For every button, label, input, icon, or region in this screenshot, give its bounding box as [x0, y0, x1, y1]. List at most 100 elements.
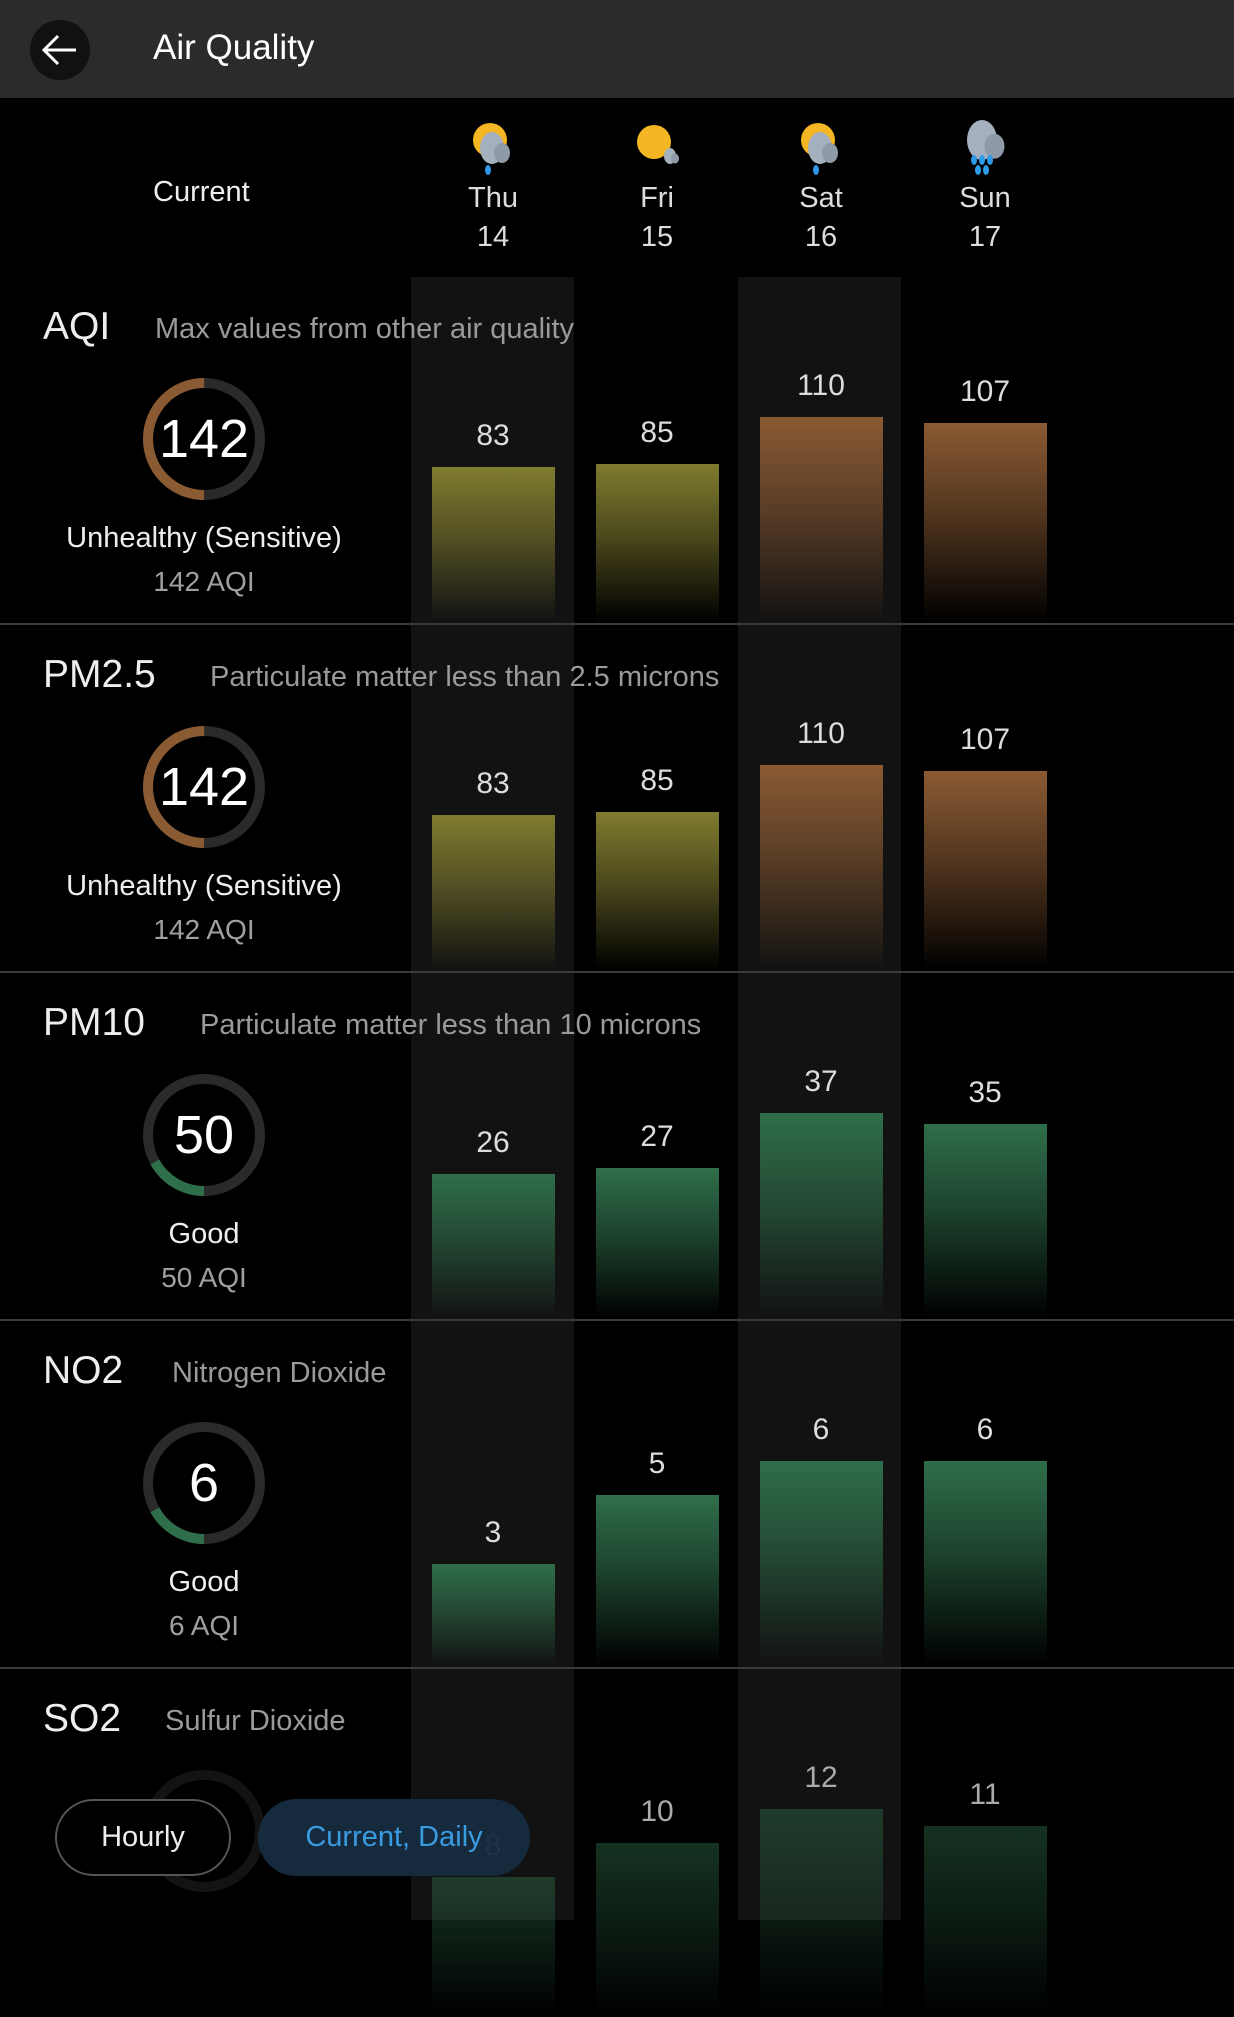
pollutant-description: Sulfur Dioxide	[165, 1705, 346, 1737]
bar-sun	[924, 422, 1047, 622]
current-aqi: 50 AQI	[161, 1262, 247, 1293]
bar-fri	[596, 1495, 719, 1666]
bar-sat	[760, 417, 883, 622]
day-date: 16	[804, 221, 838, 253]
current-value: 6	[188, 1453, 220, 1513]
bar-value: 83	[476, 767, 510, 801]
bar-value: 107	[959, 374, 1011, 408]
arrow-left-icon	[41, 34, 76, 66]
bar-thu	[432, 1877, 555, 2014]
section-divider	[0, 971, 1234, 973]
day-column-header: Sat 16	[751, 118, 891, 254]
bar-value: 85	[640, 415, 674, 449]
day-name: Sun	[959, 182, 1011, 214]
current-column-label: Current	[153, 176, 250, 208]
bar-value: 3	[484, 1515, 502, 1549]
bar-value: 5	[648, 1447, 666, 1481]
current-status: Good	[168, 1566, 240, 1598]
bar-value: 110	[797, 369, 845, 402]
app-bar: Air Quality	[0, 0, 1234, 98]
day-name: Fri	[640, 182, 674, 214]
bar-value: 12	[804, 1761, 838, 1794]
bar-sat	[760, 1113, 883, 1318]
bar-sun	[924, 770, 1047, 970]
partly-sunny-rain-icon	[473, 123, 510, 175]
pollutant-name: PM10	[43, 1001, 145, 1044]
bar-value: 37	[804, 1065, 838, 1098]
bar-value: 107	[959, 722, 1011, 756]
bar-value: 6	[976, 1413, 994, 1446]
day-name: Sat	[799, 182, 843, 214]
pollutant-name: AQI	[43, 305, 111, 348]
day-column-header: Sun 17	[915, 118, 1055, 254]
bar-fri	[596, 1843, 719, 2014]
current-value-ring	[143, 378, 265, 500]
current-aqi: 142 AQI	[153, 566, 255, 597]
bar-sat	[760, 1809, 883, 2014]
bar-value: 10	[640, 1795, 674, 1829]
pollutant-description: Particulate matter less than 2.5 microns	[210, 661, 720, 693]
day-date: 17	[968, 221, 1002, 253]
current-status: Good	[168, 1218, 240, 1250]
ring-fill	[143, 1422, 265, 1544]
bar-thu	[432, 1563, 555, 1666]
bar-fri	[596, 811, 719, 970]
ring-fill	[143, 726, 265, 848]
pollutant-section-pm25: PM2.5 Particulate matter less than 2.5 m…	[0, 625, 1234, 973]
section-divider	[0, 1319, 1234, 1321]
hourly-button[interactable]: Hourly	[55, 1799, 231, 1876]
pollutant-name: SO2	[43, 1697, 122, 1740]
pollutant-description: Particulate matter less than 10 microns	[200, 1009, 702, 1041]
bar-value: 27	[640, 1120, 674, 1154]
current-aqi: 142 AQI	[153, 914, 255, 945]
current-value: 50	[173, 1105, 235, 1165]
pollutant-section-no2: NO2 Nitrogen Dioxide 6 Good 6 AQI 3 5 6 …	[0, 1321, 1234, 1669]
section-divider	[0, 623, 1234, 625]
bar-value: 83	[476, 419, 510, 453]
pollutant-section-aqi: AQI Max values from other air quality 14…	[0, 277, 1234, 625]
partly-sunny-rain-icon	[801, 123, 838, 175]
day-column-header: Thu 14	[423, 118, 563, 254]
bar-value: 6	[812, 1413, 830, 1446]
pollutant-name: NO2	[43, 1349, 124, 1392]
day-column-header: Fri 15	[587, 118, 727, 254]
bar-sat	[760, 1461, 883, 1666]
current-value: 142	[158, 409, 250, 469]
day-name: Thu	[468, 182, 518, 214]
bar-value: 26	[476, 1125, 510, 1159]
current-status: Unhealthy (Sensitive)	[66, 522, 342, 554]
current-value: 142	[158, 757, 250, 817]
current-daily-button[interactable]: Current, Daily	[258, 1799, 530, 1876]
day-date: 14	[476, 221, 510, 253]
bar-thu	[432, 1173, 555, 1318]
day-date: 15	[640, 221, 674, 253]
page-title: Air Quality	[153, 28, 315, 67]
mostly-sunny-icon	[637, 125, 679, 164]
pollutant-name: PM2.5	[43, 653, 156, 696]
bar-sun	[924, 1826, 1047, 2014]
pollutant-description: Nitrogen Dioxide	[172, 1357, 387, 1389]
bar-sun	[924, 1461, 1047, 1666]
bar-value: 110	[797, 717, 845, 750]
pollutant-section-pm10: PM10 Particulate matter less than 10 mic…	[0, 973, 1234, 1321]
bar-fri	[596, 463, 719, 622]
bar-sun	[924, 1124, 1047, 1318]
current-aqi: 6 AQI	[168, 1610, 240, 1641]
bar-fri	[596, 1168, 719, 1318]
bar-sat	[760, 765, 883, 970]
bar-value: 85	[640, 763, 674, 797]
current-value-ring	[143, 1074, 265, 1196]
bar-thu	[432, 815, 555, 970]
current-status: Unhealthy (Sensitive)	[66, 870, 342, 902]
back-button[interactable]	[30, 20, 90, 80]
bar-value: 35	[968, 1076, 1002, 1110]
cloudy-rain-icon	[967, 120, 1005, 175]
bar-thu	[432, 467, 555, 622]
current-value-ring	[143, 726, 265, 848]
ring-fill	[143, 378, 265, 500]
current-value-ring	[143, 1422, 265, 1544]
ring-fill	[143, 1074, 265, 1196]
pollutant-description: Max values from other air quality	[155, 313, 575, 345]
bar-value: 11	[969, 1778, 1001, 1812]
section-divider	[0, 1667, 1234, 1669]
